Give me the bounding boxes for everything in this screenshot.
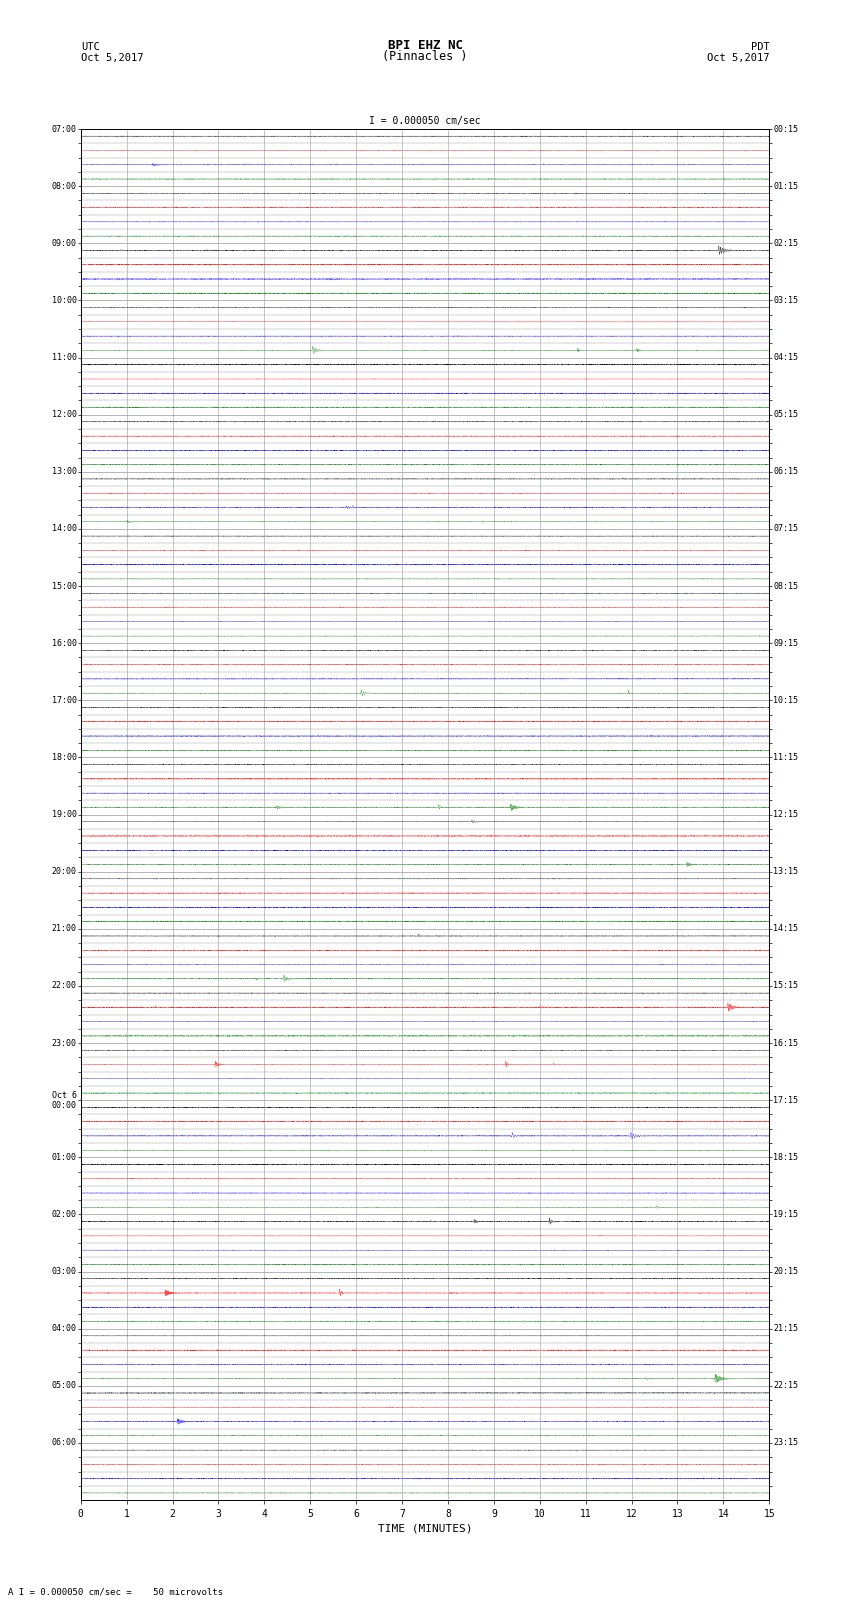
Text: PDT: PDT bbox=[751, 42, 769, 52]
Text: Oct 5,2017: Oct 5,2017 bbox=[706, 53, 769, 63]
Text: UTC: UTC bbox=[81, 42, 99, 52]
Text: (Pinnacles ): (Pinnacles ) bbox=[382, 50, 468, 63]
Text: I = 0.000050 cm/sec: I = 0.000050 cm/sec bbox=[369, 116, 481, 126]
Text: BPI EHZ NC: BPI EHZ NC bbox=[388, 39, 462, 52]
X-axis label: TIME (MINUTES): TIME (MINUTES) bbox=[377, 1523, 473, 1534]
Text: A I = 0.000050 cm/sec =    50 microvolts: A I = 0.000050 cm/sec = 50 microvolts bbox=[8, 1587, 224, 1597]
Text: Oct 5,2017: Oct 5,2017 bbox=[81, 53, 144, 63]
